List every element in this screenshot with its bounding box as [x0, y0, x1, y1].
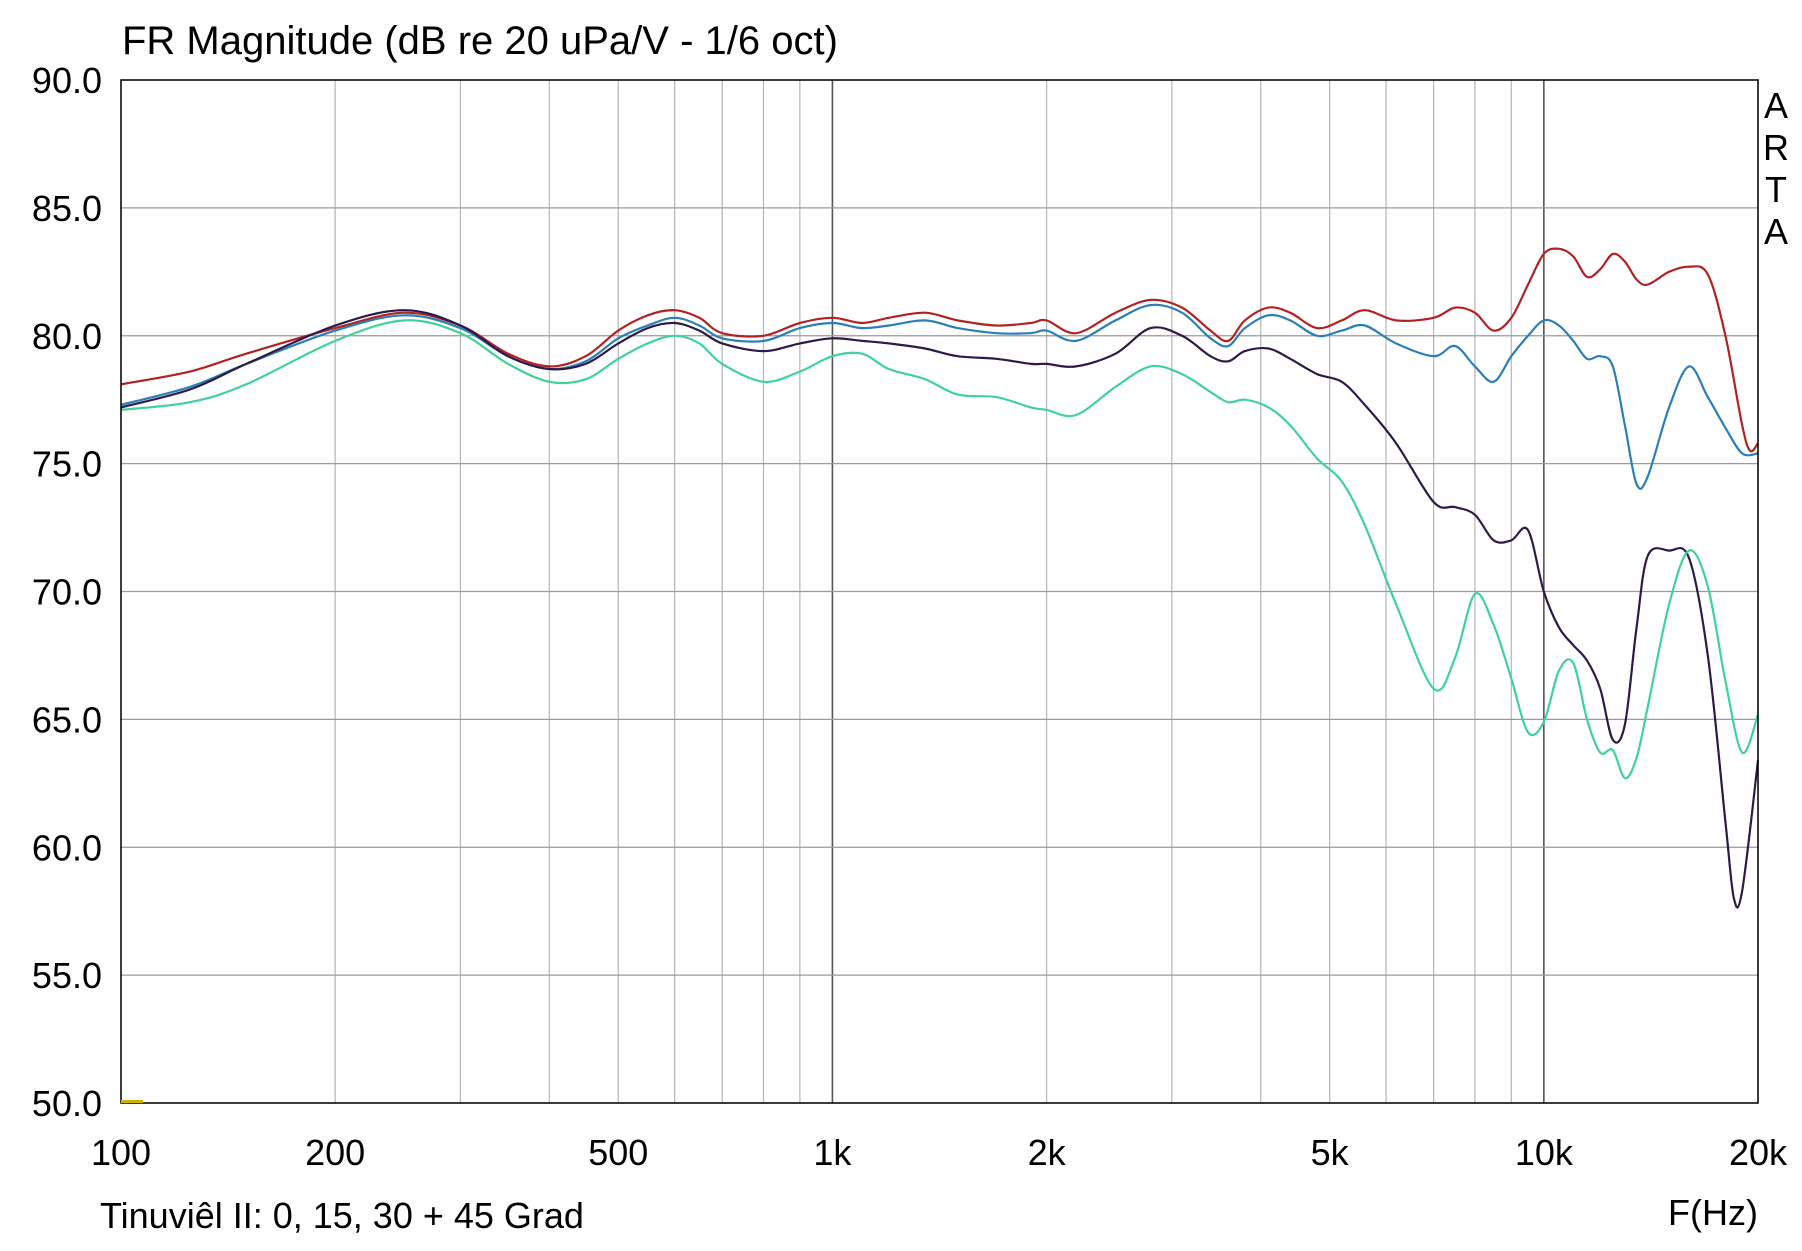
watermark-letter: T: [1765, 169, 1787, 210]
y-tick-label: 75.0: [32, 444, 102, 485]
y-axis-ticks: 90.0 85.0 80.0 75.0 70.0 65.0 60.0 55.0 50.0: [32, 60, 102, 1124]
watermark-letter: R: [1763, 127, 1789, 168]
plot-frame: [120, 79, 1759, 1104]
marker-swatch: [121, 1100, 143, 1103]
watermark-letter: A: [1764, 85, 1788, 126]
y-tick-label: 65.0: [32, 699, 102, 740]
chart-title: FR Magnitude (dB re 20 uPa/V - 1/6 oct): [122, 19, 838, 63]
y-tick-label: 80.0: [32, 316, 102, 357]
y-tick-label: 60.0: [32, 827, 102, 868]
y-tick-label: 55.0: [32, 955, 102, 996]
x-axis-label: F(Hz): [1668, 1192, 1758, 1233]
series-layer: [120, 247, 1760, 909]
y-tick-label: 85.0: [32, 188, 102, 229]
series-line-3: [120, 309, 1760, 909]
series-line-1: [120, 247, 1759, 453]
x-tick-label: 1k: [813, 1132, 852, 1173]
chart-caption: Tinuviêl II: 0, 15, 30 + 45 Grad: [100, 1195, 584, 1236]
x-tick-label: 200: [305, 1132, 365, 1173]
y-tick-label: 90.0: [32, 60, 102, 101]
y-tick-label: 50.0: [32, 1083, 102, 1124]
series-line-2: [120, 303, 1759, 490]
series-line-4: [120, 319, 1760, 780]
x-tick-label: 5k: [1311, 1132, 1350, 1173]
x-tick-label: 10k: [1515, 1132, 1574, 1173]
x-tick-label: 100: [91, 1132, 151, 1173]
y-tick-label: 70.0: [32, 572, 102, 613]
x-tick-label: 20k: [1729, 1132, 1788, 1173]
x-tick-label: 2k: [1028, 1132, 1067, 1173]
x-axis-ticks: 100 200 500 1k 2k 5k 10k 20k: [91, 1132, 1788, 1173]
watermark-letter: A: [1764, 211, 1788, 252]
x-tick-label: 500: [588, 1132, 648, 1173]
